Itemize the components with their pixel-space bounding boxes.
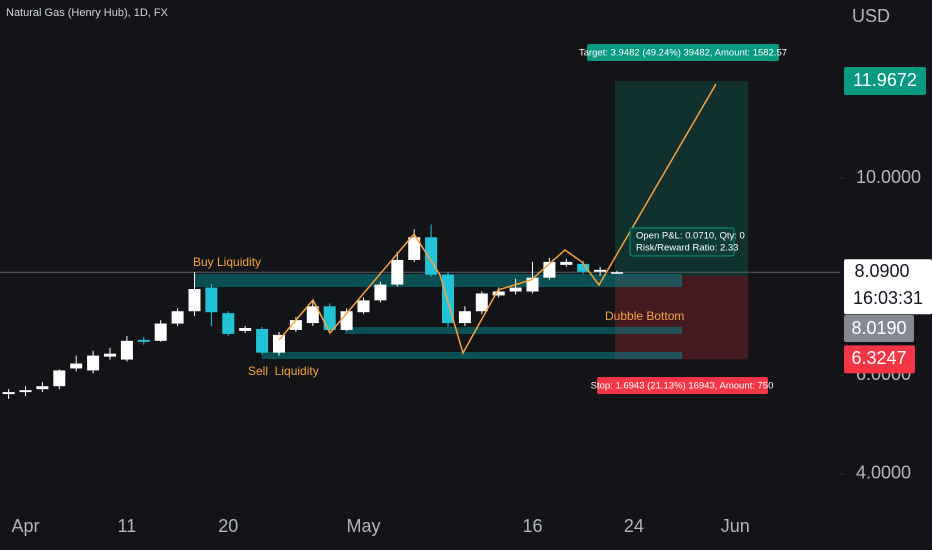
x-tick-label: 11 bbox=[118, 516, 137, 536]
annotation: Buy Liquidity bbox=[193, 255, 261, 269]
buy-liquidity-zone bbox=[195, 274, 682, 287]
last-price-badge bbox=[844, 259, 932, 315]
candle-body bbox=[594, 269, 607, 272]
y-tick-label: 10.0000 bbox=[856, 167, 921, 187]
candle-body bbox=[273, 334, 285, 353]
candle-body bbox=[425, 237, 438, 275]
candle-body bbox=[306, 306, 319, 324]
entry-badge-label: 8.0190 bbox=[851, 318, 906, 338]
candle-body bbox=[323, 306, 336, 330]
pattern-line bbox=[278, 83, 717, 355]
x-tick-label: Apr bbox=[11, 516, 39, 536]
pnl-info: Open P&L: 0.0710, Qty: 0 bbox=[636, 231, 745, 242]
candle-body bbox=[120, 340, 133, 360]
candle-body bbox=[526, 277, 539, 292]
target-info: Target: 3.9482 (49.24%) 39482, Amount: 1… bbox=[579, 48, 787, 59]
target-badge-label: 11.9672 bbox=[853, 70, 917, 90]
stop-badge-label: 6.3247 bbox=[851, 348, 906, 368]
candle-body bbox=[171, 311, 184, 324]
candle-body bbox=[36, 386, 49, 390]
annotation: Sell Liquidity bbox=[248, 364, 319, 378]
candle-body bbox=[577, 263, 590, 272]
candle-body bbox=[560, 261, 573, 265]
chart-title: Natural Gas (Henry Hub), 1D, FX bbox=[6, 7, 169, 19]
annotation: Dubble Bottom bbox=[605, 309, 684, 323]
candle-body bbox=[87, 355, 100, 371]
candle-body bbox=[289, 320, 302, 330]
candle-body bbox=[458, 311, 471, 324]
candle-body bbox=[19, 390, 32, 393]
candle-body bbox=[53, 370, 66, 387]
pnl-info-bg bbox=[629, 227, 735, 257]
stop-info: Stop: 1.6943 (21.13%) 16943, Amount: 750 bbox=[591, 381, 774, 392]
candle-body bbox=[391, 259, 404, 285]
candle-body bbox=[256, 328, 269, 353]
last-price-label: 8.0900 bbox=[854, 261, 909, 281]
countdown-label: 16:03:31 bbox=[853, 288, 923, 308]
candle-body bbox=[188, 289, 201, 312]
x-tick-label: 24 bbox=[624, 516, 644, 536]
candle-body bbox=[374, 284, 387, 301]
x-tick-label: May bbox=[346, 516, 380, 536]
x-tick-label: 16 bbox=[522, 516, 542, 536]
candle-body bbox=[239, 327, 252, 331]
double-bottom-zone bbox=[345, 327, 682, 334]
candle-body bbox=[492, 291, 505, 296]
candle-body bbox=[408, 237, 421, 260]
candle-body bbox=[222, 313, 235, 334]
candle-body bbox=[137, 339, 150, 342]
candle-body bbox=[205, 287, 218, 313]
rr-info: Risk/Reward Ratio: 2.33 bbox=[636, 243, 738, 254]
candle-body bbox=[357, 300, 370, 313]
x-tick-label: Jun bbox=[721, 516, 750, 536]
candle-body bbox=[475, 293, 488, 312]
target-badge bbox=[844, 67, 926, 96]
candle-body bbox=[509, 287, 522, 292]
candle-body bbox=[611, 272, 623, 274]
currency-label: USD bbox=[852, 6, 890, 26]
stop-info-bg bbox=[597, 377, 768, 394]
entry-badge bbox=[844, 315, 914, 342]
target-info-bg bbox=[587, 44, 779, 61]
candle-body bbox=[154, 323, 167, 341]
candle-body bbox=[104, 353, 116, 357]
stop-zone bbox=[615, 275, 748, 360]
y-tick-label: 4.0000 bbox=[856, 463, 911, 483]
stop-badge bbox=[844, 345, 915, 374]
sell-liquidity-zone bbox=[262, 352, 682, 359]
candle-body bbox=[70, 363, 83, 369]
candle-body bbox=[2, 392, 15, 395]
x-tick-label: 20 bbox=[218, 516, 238, 536]
